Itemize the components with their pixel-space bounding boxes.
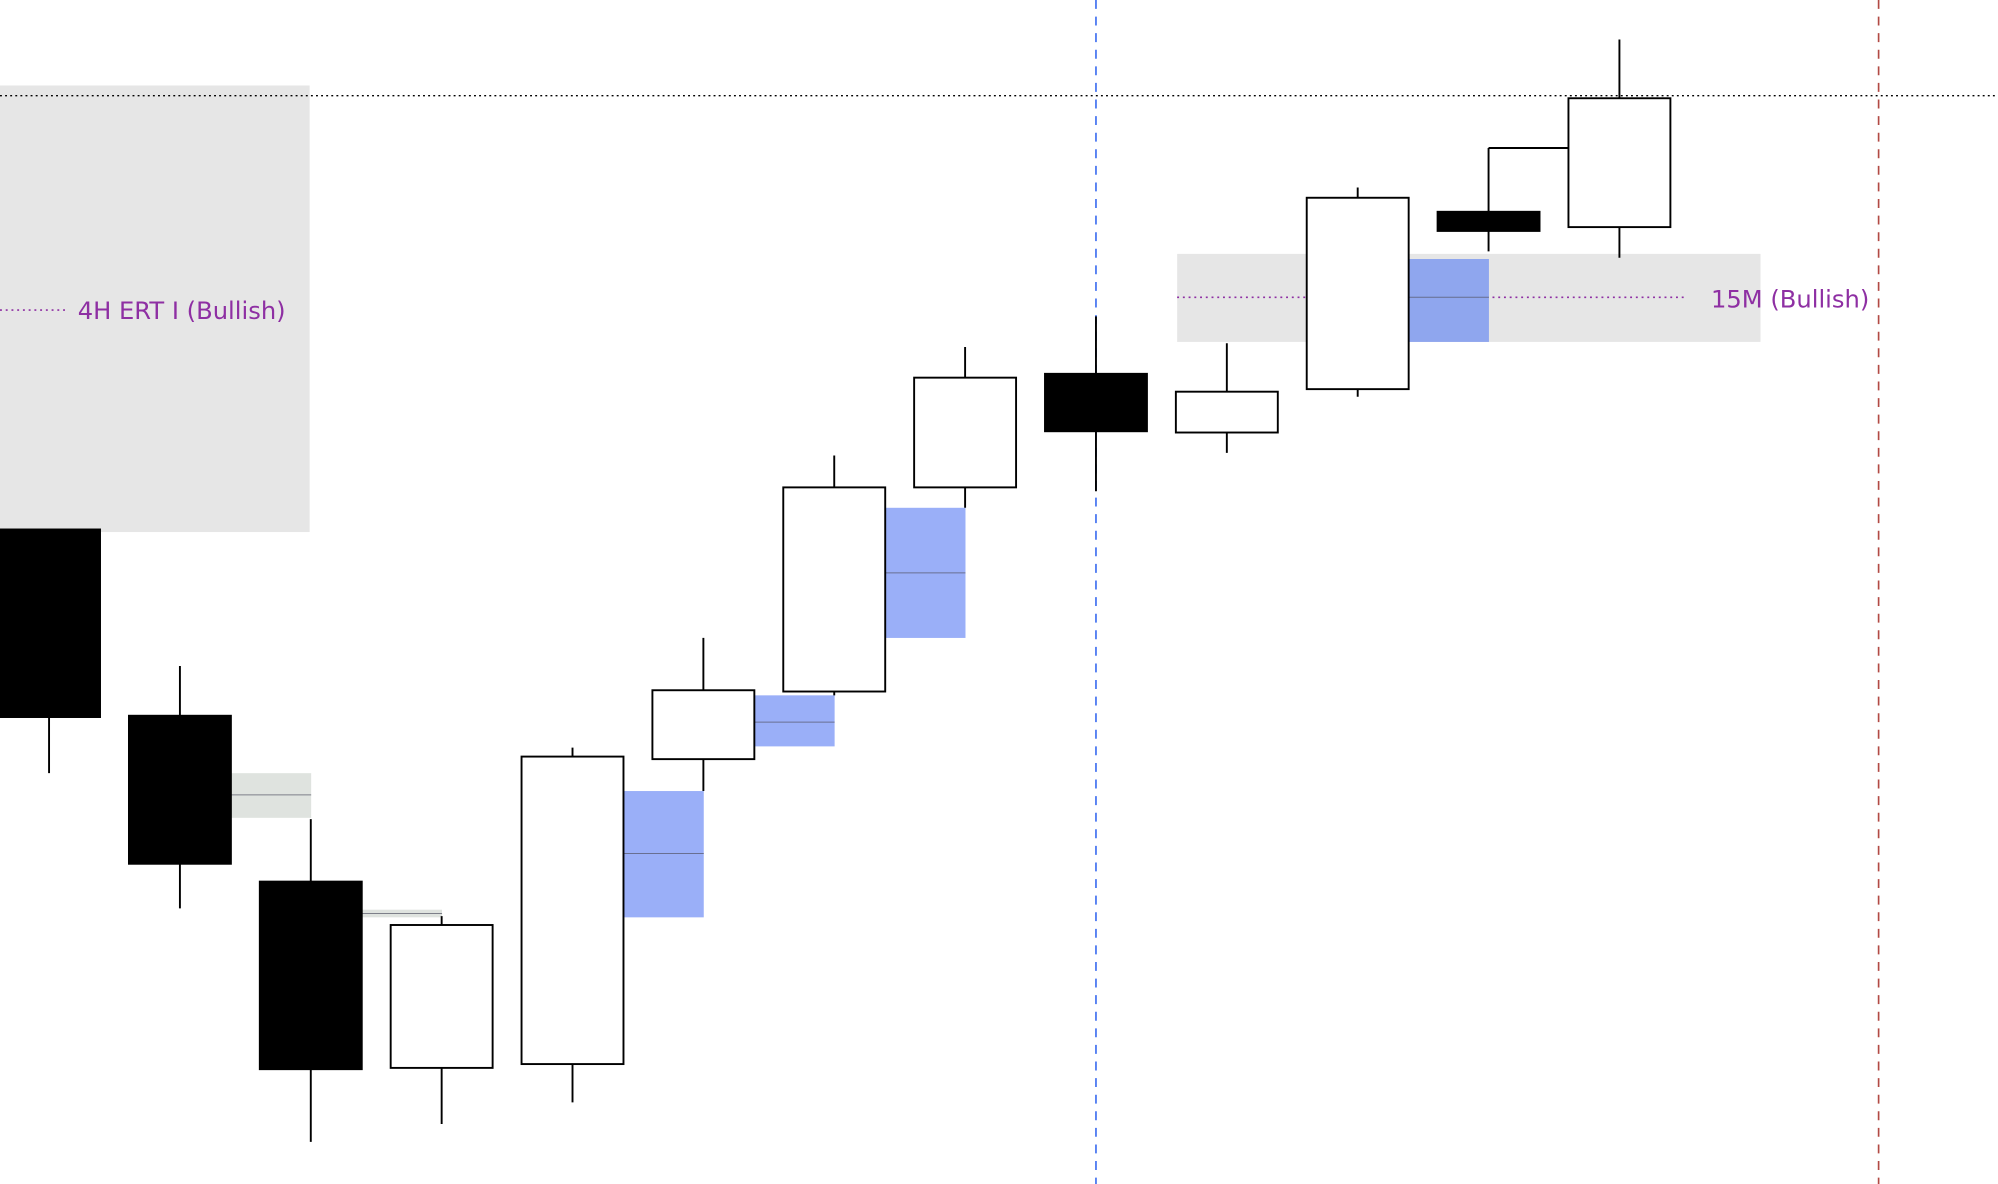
candle-body — [389, 924, 494, 1069]
candle-body — [1044, 372, 1148, 433]
candle-body — [127, 714, 232, 865]
candle-body — [1305, 196, 1410, 391]
candle-body — [0, 528, 101, 718]
gap-box — [230, 773, 312, 818]
candle-body — [1436, 210, 1541, 232]
gap-box — [754, 695, 835, 747]
gap-box — [623, 791, 704, 918]
zone-box — [0, 85, 310, 533]
candle-body — [913, 376, 1018, 489]
candle-body — [1174, 390, 1279, 434]
candle-body — [1567, 97, 1672, 229]
candle-body — [520, 755, 625, 1066]
candle-body — [782, 486, 887, 693]
zone-label-4h: 4H ERT I (Bullish) — [78, 297, 286, 325]
gap-box — [1408, 259, 1489, 342]
zone-label-15m: 15M (Bullish) — [1711, 285, 1869, 313]
candle-body — [651, 689, 756, 761]
candle-body — [258, 880, 363, 1071]
